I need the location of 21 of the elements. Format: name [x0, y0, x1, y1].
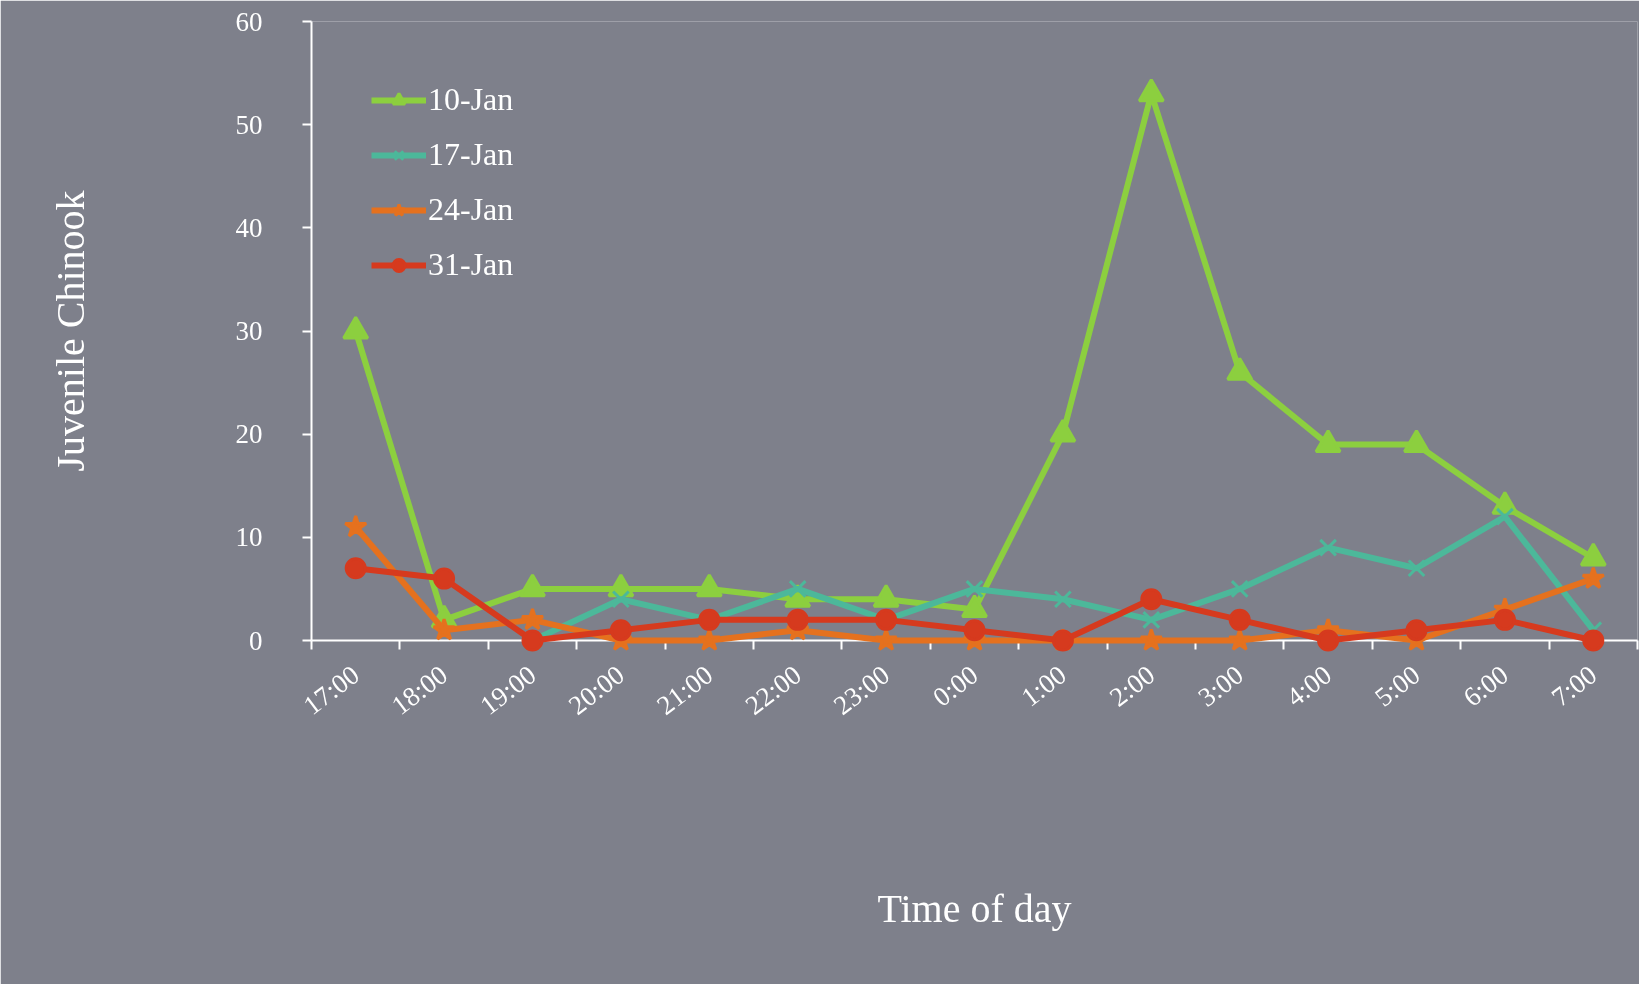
x-tick-label: 4:00 — [1280, 659, 1338, 713]
y-tick-label: 50 — [235, 109, 263, 140]
y-tick-label: 60 — [235, 6, 263, 37]
legend-label: 17-Jan — [428, 136, 514, 173]
x-tick-label: 3:00 — [1192, 659, 1249, 713]
x-tick-label: 5:00 — [1369, 659, 1426, 713]
x-tick-label: 1:00 — [1015, 659, 1072, 713]
y-tick-label: 0 — [249, 625, 263, 656]
x-axis-title: Time of day — [877, 885, 1072, 931]
x-tick-label: 0:00 — [927, 659, 984, 713]
y-tick-label: 10 — [235, 522, 263, 553]
y-tick-label: 40 — [235, 212, 263, 243]
legend-label: 31-Jan — [428, 246, 514, 283]
x-tick-label: 2:00 — [1104, 659, 1161, 713]
y-tick-label: 30 — [235, 316, 263, 346]
x-tick-label: 6:00 — [1457, 659, 1514, 713]
y-axis-title: Juvenile Chinook — [47, 190, 93, 472]
legend-label: 10-Jan — [428, 81, 514, 118]
x-tick-label: 7:00 — [1546, 659, 1603, 713]
y-tick-label: 20 — [235, 419, 263, 450]
legend-label: 24-Jan — [428, 191, 514, 228]
